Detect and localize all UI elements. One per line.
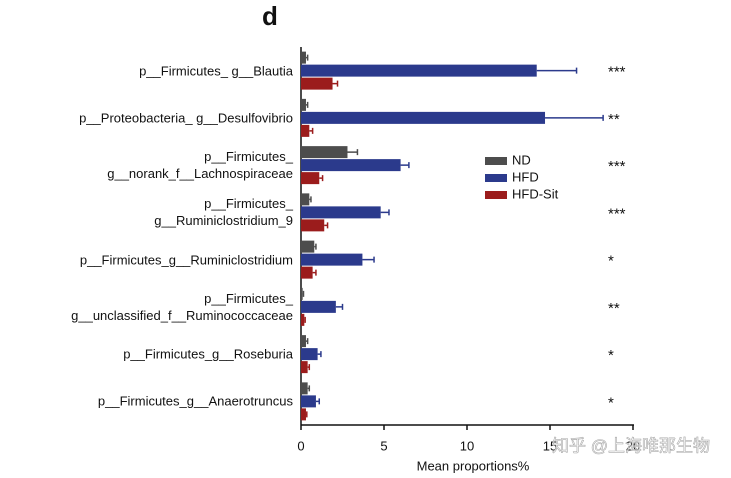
error-bar — [347, 149, 359, 156]
error-bar — [319, 175, 324, 182]
x-tick-label: 10 — [460, 438, 474, 453]
error-bar — [380, 209, 390, 216]
bar — [301, 51, 306, 64]
bar — [301, 146, 348, 159]
category-label: p__Firmicutes_ g__Ruminiclostridium_9 — [154, 196, 293, 229]
bar — [301, 287, 303, 300]
watermark: 知乎 @上海唯那生物 — [552, 436, 710, 455]
error-bar — [400, 162, 410, 169]
error-bar — [362, 256, 375, 263]
error-bar — [305, 411, 308, 418]
error-bar — [305, 54, 309, 61]
error-bar — [332, 80, 339, 87]
bar — [301, 124, 310, 137]
legend-label: HFD-Sit — [512, 186, 559, 201]
bar — [301, 172, 320, 185]
error-bar — [309, 127, 314, 134]
panel-label: d — [262, 1, 278, 31]
significance: ** — [608, 111, 620, 128]
category-label: p__Proteobacteria_ g__Desulfovibrio — [79, 110, 293, 126]
bar — [301, 240, 315, 253]
category-label: p__Firmicutes_ g__unclassified_f__Rumino… — [71, 290, 293, 323]
bar — [301, 98, 306, 111]
significance: * — [608, 394, 614, 411]
category-label: p__Firmicutes_ g__norank_f__Lachnospirac… — [107, 149, 293, 182]
legend-swatch — [485, 191, 507, 199]
bar — [301, 382, 308, 395]
x-tick-label: 0 — [297, 438, 304, 453]
error-bar — [317, 351, 322, 358]
category-label: p__Firmicutes_g__Ruminiclostridium — [79, 252, 293, 268]
x-tick-label: 5 — [380, 438, 387, 453]
bar — [301, 313, 305, 326]
bar — [301, 348, 318, 361]
legend-swatch — [485, 157, 507, 165]
bar — [301, 335, 306, 348]
bar — [301, 206, 381, 219]
significance: *** — [608, 205, 626, 222]
bar — [301, 395, 316, 408]
significance: *** — [608, 158, 626, 175]
significance: * — [608, 253, 614, 270]
bar — [301, 77, 333, 90]
bar — [301, 266, 313, 279]
error-bar — [302, 290, 305, 297]
category-label: p__Firmicutes_g__Roseburia — [123, 346, 293, 362]
x-axis-label: Mean proportions% — [417, 458, 530, 473]
legend-swatch — [485, 174, 507, 182]
bar — [301, 64, 537, 77]
error-bar — [307, 385, 311, 392]
legend-label: ND — [512, 152, 531, 167]
error-bar — [314, 243, 317, 250]
error-bar — [305, 338, 309, 345]
error-bar — [312, 269, 317, 276]
x-tick-label: 20 — [626, 438, 640, 453]
error-bar — [545, 114, 604, 121]
bar — [301, 193, 310, 206]
category-label: p__Firmicutes_ g__Blautia — [139, 63, 293, 79]
error-bar — [307, 364, 311, 371]
error-bar — [324, 222, 329, 229]
legend-label: HFD — [512, 169, 539, 184]
x-tick-label: 15 — [543, 438, 557, 453]
error-bar — [315, 398, 321, 405]
category-label: p__Firmicutes_g__Anaerotruncus — [97, 393, 293, 409]
error-bar — [305, 101, 309, 108]
bar — [301, 111, 546, 124]
bar — [301, 159, 401, 172]
bar — [301, 408, 306, 421]
error-bar — [536, 67, 578, 74]
bar — [301, 253, 363, 266]
significance: ** — [608, 300, 620, 317]
significance: * — [608, 347, 614, 364]
error-bar — [309, 196, 312, 203]
bar — [301, 219, 325, 232]
error-bar — [335, 303, 344, 310]
significance: *** — [608, 64, 626, 81]
error-bar — [304, 316, 306, 323]
bar — [301, 361, 308, 374]
bar — [301, 300, 336, 313]
